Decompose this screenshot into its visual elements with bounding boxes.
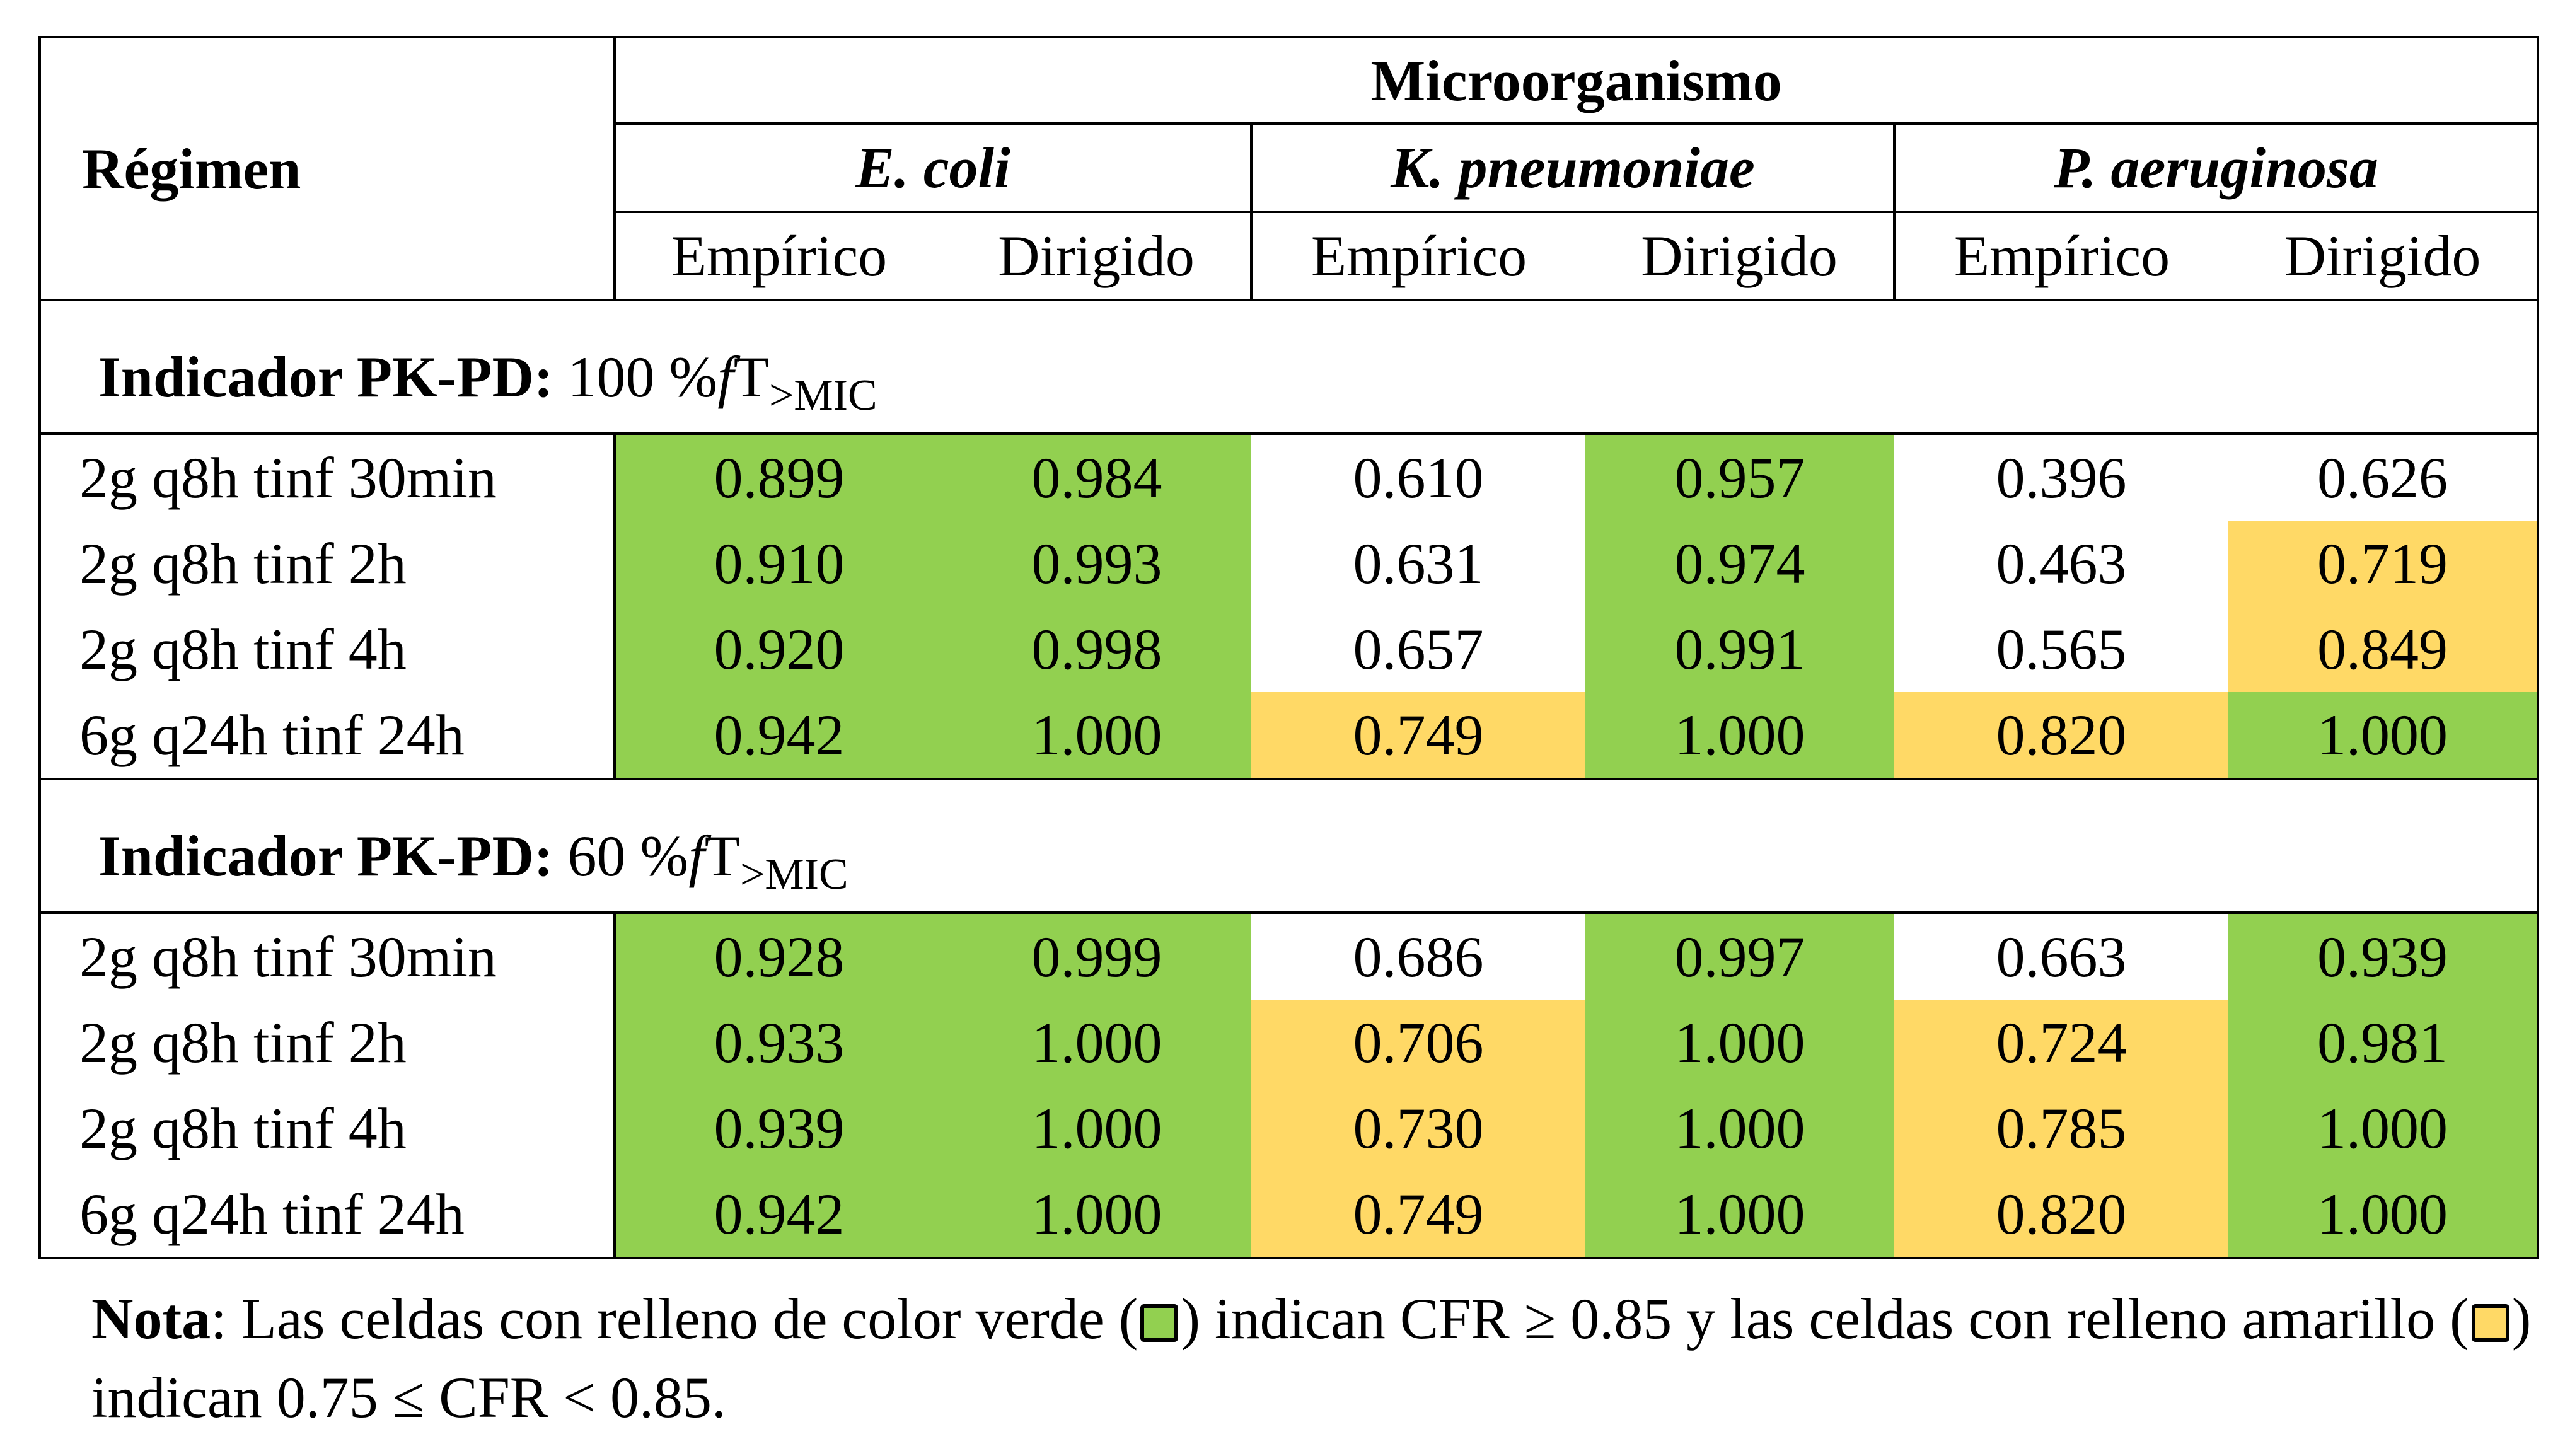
cfr-value-cell: 1.000 [1585, 692, 1894, 779]
indicator-f: f [688, 824, 705, 888]
cfr-value-cell: 1.000 [942, 1000, 1251, 1085]
cfr-value-cell: 0.999 [942, 913, 1251, 1000]
note-text-1: : Las celdas con relleno de color verde … [211, 1286, 1138, 1351]
indicator-label: Indicador PK-PD: [98, 824, 553, 888]
cfr-value-cell: 1.000 [1585, 1085, 1894, 1171]
table-row: 2g q8h tinf 30min 0.928 0.999 0.686 0.997 0.6… [40, 913, 2538, 1000]
cfr-value-cell: 0.984 [942, 434, 1251, 521]
cfr-value-cell: 0.749 [1251, 692, 1585, 779]
note-text-2: ) indican CFR ≥ 0.85 y las celdas con re… [1181, 1286, 2469, 1351]
section-indicator-label: Indicador PK-PD: 100 %fT>MIC [40, 299, 2538, 435]
subheader-empirico: Empírico [1894, 212, 2228, 301]
cfr-value-cell: 1.000 [1585, 1171, 1894, 1258]
table-row: 2g q8h tinf 4h 0.939 1.000 0.730 1.000 0.785 1… [40, 1085, 2538, 1171]
cfr-value-cell: 1.000 [942, 1171, 1251, 1258]
indicator-subscript: >MIC [768, 371, 877, 420]
subheader-empirico: Empírico [615, 212, 942, 301]
indicator-f: f [717, 345, 734, 409]
cfr-value-cell: 0.933 [615, 1000, 942, 1085]
regimen-label: 2g q8h tinf 2h [40, 1000, 616, 1085]
cfr-value-cell: 0.626 [2228, 434, 2538, 521]
table-row: 6g q24h tinf 24h 0.942 1.000 0.749 1.000 0.82… [40, 692, 2538, 779]
indicator-label: Indicador PK-PD: [98, 345, 553, 409]
cfr-value-cell: 1.000 [2228, 1171, 2538, 1258]
cfr-value-cell: 0.396 [1894, 434, 2228, 521]
regimen-label: 2g q8h tinf 2h [40, 521, 616, 606]
cfr-value-cell: 0.957 [1585, 434, 1894, 521]
cfr-value-cell: 0.820 [1894, 1171, 2228, 1258]
cfr-value-cell: 1.000 [1585, 1000, 1894, 1085]
cfr-value-cell: 0.565 [1894, 606, 2228, 692]
note-text-3: ) indican 0.75 ≤ CFR < 0.85. [91, 1286, 2532, 1430]
cfr-value-cell: 0.730 [1251, 1085, 1585, 1171]
cfr-value-cell: 1.000 [942, 1085, 1251, 1171]
cfr-value-cell: 0.981 [2228, 1000, 2538, 1085]
section-header-row: Indicador PK-PD: 100 %fT>MIC [40, 299, 2538, 435]
subheader-dirigido: Dirigido [1585, 212, 1896, 301]
header-organism-p-aeruginosa: P. aeruginosa [1894, 124, 2538, 213]
cfr-value-cell: 0.939 [615, 1085, 942, 1171]
cfr-value-cell: 0.939 [2228, 913, 2538, 1000]
cfr-value-cell: 0.724 [1894, 1000, 2228, 1085]
cfr-value-cell: 0.899 [615, 434, 942, 521]
cfr-value-cell: 0.849 [2228, 606, 2538, 692]
header-organism-k-pneumoniae: K. pneumoniae [1251, 124, 1896, 213]
cfr-value-cell: 0.706 [1251, 1000, 1585, 1085]
cfr-value-cell: 0.719 [2228, 521, 2538, 606]
indicator-subscript: >MIC [739, 850, 848, 899]
cfr-value-cell: 0.749 [1251, 1171, 1585, 1258]
cfr-value-cell: 1.000 [2228, 692, 2538, 779]
cfr-value-cell: 0.686 [1251, 913, 1585, 1000]
indicator-t: T [733, 345, 769, 409]
yellow-swatch-icon [2471, 1304, 2509, 1342]
regimen-label: 2g q8h tinf 30min [40, 434, 616, 521]
cfr-table: Régimen Microorganismo E. coli K. pneumo… [38, 36, 2540, 1259]
regimen-label: 2g q8h tinf 30min [40, 913, 616, 1000]
cfr-value-cell: 0.910 [615, 521, 942, 606]
section-header-row: Indicador PK-PD: 60 %fT>MIC [40, 778, 2538, 914]
cfr-value-cell: 1.000 [2228, 1085, 2538, 1171]
header-organism-e-coli: E. coli [615, 124, 1253, 213]
cfr-value-cell: 0.993 [942, 521, 1251, 606]
header-microorganismo: Microorganismo [615, 37, 2538, 125]
cfr-value-cell: 0.991 [1585, 606, 1894, 692]
table-row: 6g q24h tinf 24h 0.942 1.000 0.749 1.000 0.82… [40, 1171, 2538, 1258]
note-label: Nota [91, 1286, 211, 1351]
cfr-value-cell: 0.610 [1251, 434, 1585, 521]
regimen-label: 6g q24h tinf 24h [40, 1171, 616, 1258]
section-indicator-label: Indicador PK-PD: 60 %fT>MIC [40, 778, 2538, 914]
regimen-label: 6g q24h tinf 24h [40, 692, 616, 779]
table-row: 2g q8h tinf 4h 0.920 0.998 0.657 0.991 0.565 0… [40, 606, 2538, 692]
cfr-value-cell: 0.998 [942, 606, 1251, 692]
cfr-value-cell: 1.000 [942, 692, 1251, 779]
subheader-dirigido: Dirigido [942, 212, 1253, 301]
cfr-value-cell: 0.928 [615, 913, 942, 1000]
table-note: Nota: Las celdas con relleno de color ve… [91, 1280, 2537, 1437]
cfr-value-cell: 0.657 [1251, 606, 1585, 692]
cfr-value-cell: 0.974 [1585, 521, 1894, 606]
cfr-value-cell: 0.820 [1894, 692, 2228, 779]
cfr-value-cell: 0.997 [1585, 913, 1894, 1000]
green-swatch-icon [1140, 1304, 1179, 1342]
table-row: 2g q8h tinf 2h 0.910 0.993 0.631 0.974 0.463 0… [40, 521, 2538, 606]
indicator-t: T [704, 824, 740, 888]
cfr-value-cell: 0.785 [1894, 1085, 2228, 1171]
cfr-value-cell: 0.463 [1894, 521, 2228, 606]
subheader-empirico: Empírico [1251, 212, 1585, 301]
cfr-value-cell: 0.942 [615, 692, 942, 779]
regimen-label: 2g q8h tinf 4h [40, 606, 616, 692]
regimen-label: 2g q8h tinf 4h [40, 1085, 616, 1171]
header-regimen: Régimen [40, 37, 616, 300]
cfr-value-cell: 0.631 [1251, 521, 1585, 606]
cfr-value-cell: 0.920 [615, 606, 942, 692]
table-body: Indicador PK-PD: 100 %fT>MIC 2g q8h tinf … [40, 299, 2538, 1258]
indicator-value: 100 % [567, 345, 718, 409]
subheader-dirigido: Dirigido [2228, 212, 2538, 301]
cfr-value-cell: 0.663 [1894, 913, 2228, 1000]
table-row: 2g q8h tinf 2h 0.933 1.000 0.706 1.000 0.724 0… [40, 1000, 2538, 1085]
table-row: 2g q8h tinf 30min 0.899 0.984 0.610 0.957 0.3… [40, 434, 2538, 521]
cfr-value-cell: 0.942 [615, 1171, 942, 1258]
indicator-value: 60 % [567, 824, 689, 888]
